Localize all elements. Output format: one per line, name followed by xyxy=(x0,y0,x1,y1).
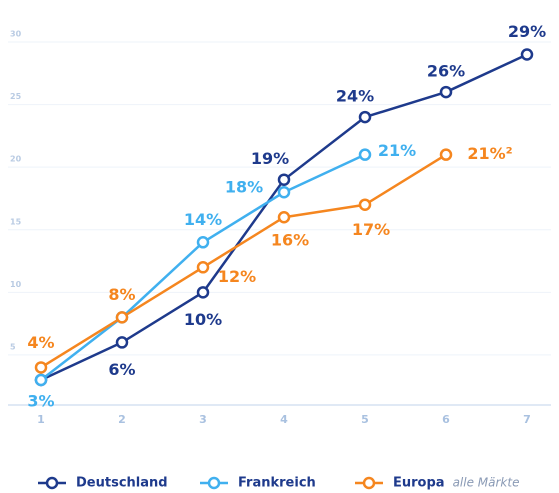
legend-marker xyxy=(45,476,59,490)
point-marker xyxy=(520,48,534,61)
value-label: 21%² xyxy=(467,144,512,163)
x-tick-label: 3 xyxy=(199,413,207,426)
point-marker xyxy=(115,311,129,324)
y-tick-label: 30 xyxy=(10,30,22,39)
legend-label: Frankreich xyxy=(238,476,316,491)
point-marker xyxy=(115,336,129,349)
point-marker xyxy=(358,148,372,161)
point-marker xyxy=(439,85,453,99)
value-label: 17% xyxy=(352,220,390,239)
x-tick-label: 7 xyxy=(523,413,531,426)
point-marker xyxy=(196,236,210,249)
legend: Deutschland Frankreich Europa alle Märkte xyxy=(38,476,519,491)
point-marker xyxy=(439,148,453,161)
value-label: 14% xyxy=(184,210,222,229)
legend-marker xyxy=(207,476,221,490)
value-label: 16% xyxy=(271,231,309,250)
value-label: 10% xyxy=(184,310,222,329)
x-tick-label: 1 xyxy=(37,413,45,426)
point-marker xyxy=(34,361,48,374)
x-tick-label: 4 xyxy=(280,413,288,426)
value-label: 21% xyxy=(378,141,416,160)
series-line xyxy=(40,153,447,369)
value-label: 8% xyxy=(108,285,135,304)
x-tick-label: 5 xyxy=(361,413,369,426)
point-marker xyxy=(358,198,372,211)
value-label: 24% xyxy=(336,87,374,106)
point-marker xyxy=(34,373,48,387)
value-label: 18% xyxy=(225,178,263,197)
legend-note: alle Märkte xyxy=(453,476,520,490)
value-label: 4% xyxy=(27,333,54,352)
point-marker xyxy=(358,110,372,124)
y-tick-label: 15 xyxy=(10,217,22,226)
legend-marker xyxy=(362,476,376,490)
legend-label: Europa xyxy=(393,476,445,491)
value-label: 29% xyxy=(508,22,546,41)
y-tick-label: 5 xyxy=(10,342,16,351)
point-marker xyxy=(277,173,291,186)
point-marker xyxy=(277,210,291,224)
value-label: 26% xyxy=(427,62,465,81)
x-tick-label: 6 xyxy=(442,413,450,426)
value-label: 12% xyxy=(218,267,256,286)
point-marker xyxy=(277,185,291,199)
value-label: 19% xyxy=(251,149,289,168)
point-marker xyxy=(196,286,210,299)
y-tick-label: 25 xyxy=(10,92,22,101)
value-label: 6% xyxy=(108,360,135,379)
y-tick-label: 10 xyxy=(10,280,22,289)
value-label: 3% xyxy=(27,391,54,410)
legend-label: Deutschland xyxy=(76,476,168,491)
point-marker xyxy=(196,261,210,274)
x-tick-label: 2 xyxy=(118,413,126,426)
y-tick-label: 20 xyxy=(10,155,22,164)
